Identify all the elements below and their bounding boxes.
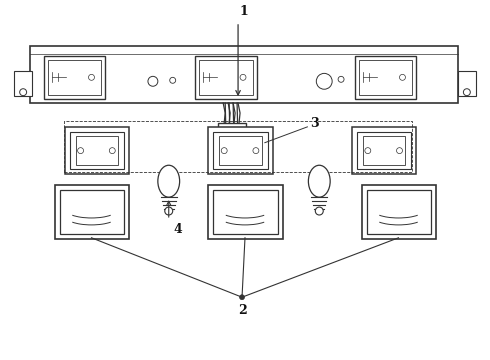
Bar bbox=[208, 127, 273, 174]
Bar bbox=[359, 59, 413, 95]
Bar bbox=[30, 46, 458, 103]
Bar bbox=[363, 136, 405, 166]
Ellipse shape bbox=[158, 165, 180, 197]
Bar bbox=[458, 71, 476, 96]
Bar bbox=[219, 136, 262, 166]
Bar bbox=[362, 185, 436, 239]
Bar bbox=[357, 132, 412, 170]
Bar bbox=[70, 132, 124, 170]
Ellipse shape bbox=[308, 165, 330, 197]
Bar bbox=[60, 190, 124, 234]
Circle shape bbox=[165, 207, 172, 215]
Text: 2: 2 bbox=[238, 304, 246, 317]
Bar bbox=[44, 55, 105, 99]
Bar bbox=[355, 55, 416, 99]
Bar bbox=[199, 59, 253, 95]
Bar bbox=[352, 127, 416, 174]
Text: 1: 1 bbox=[240, 5, 248, 18]
Bar bbox=[48, 59, 101, 95]
Bar bbox=[55, 185, 129, 239]
Bar bbox=[218, 123, 246, 139]
Text: 4: 4 bbox=[173, 223, 182, 236]
Bar bbox=[208, 185, 283, 239]
Circle shape bbox=[240, 295, 245, 300]
Bar bbox=[64, 121, 413, 172]
Bar bbox=[14, 71, 32, 96]
Bar bbox=[367, 190, 431, 234]
Circle shape bbox=[316, 207, 323, 215]
Bar bbox=[196, 55, 257, 99]
Bar bbox=[213, 190, 278, 234]
Text: 3: 3 bbox=[310, 117, 319, 130]
Bar bbox=[213, 132, 268, 170]
Bar bbox=[65, 127, 129, 174]
Bar bbox=[75, 136, 118, 166]
